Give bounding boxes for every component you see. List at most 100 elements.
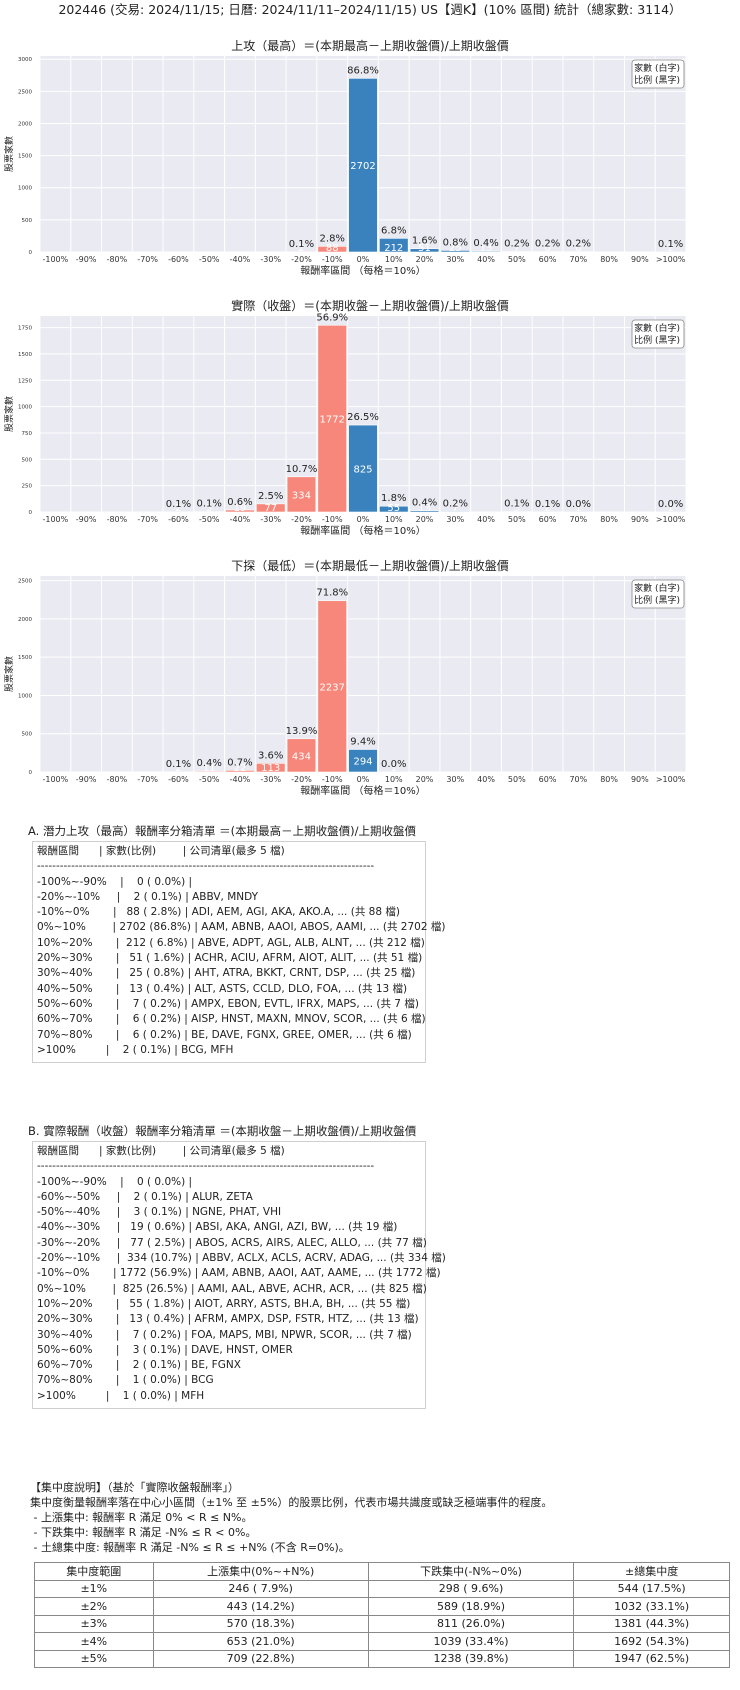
bar-percent-label: 3.6%: [258, 750, 283, 761]
list-b-header-row: 報酬區間 | 家數(比例) | 公司清單(最多 5 檔): [37, 1145, 285, 1157]
bar-percent-label: 0.6%: [227, 497, 252, 508]
bar: [409, 248, 440, 253]
bar-percent-label: 0.1%: [196, 499, 221, 510]
list-a-row: -100%~-90% | 0 ( 0.0%) |: [37, 875, 193, 888]
x-tick-label: 70%: [569, 775, 587, 784]
table-cell: 298 ( 9.6%): [367, 1579, 575, 1598]
bar-percent-label: 86.8%: [347, 65, 379, 76]
list-b-row: -40%~-30% | 19 ( 0.6%) | ABSI, AKA, ANGI…: [37, 1221, 398, 1234]
x-tick-label: -50%: [199, 255, 220, 264]
y-tick-label: 1500: [18, 655, 32, 661]
bar-count-label: 1: [667, 503, 673, 514]
x-tick-label: -60%: [168, 515, 189, 524]
x-tick-label: 80%: [600, 775, 618, 784]
table-cell: 246 ( 7.9%): [152, 1579, 369, 1598]
bar-percent-label: 0.0%: [381, 759, 406, 770]
x-tick-label: >100%: [656, 515, 686, 524]
x-tick-label: -50%: [199, 775, 220, 784]
bar-count-label: 2: [544, 503, 550, 514]
chart-legend: 家數 (白字)比例 (黑字): [631, 579, 685, 609]
x-axis-label: 報酬率區間 （每格＝10%）: [300, 264, 425, 277]
bar-count-label: 19: [234, 503, 247, 514]
list-a-row: >100% | 2 ( 0.1%) | BCG, MFH: [37, 1043, 234, 1056]
x-tick-label: -80%: [107, 515, 128, 524]
list-a-row: 0%~10% | 2702 (86.8%) | AAM, ABNB, AAOI,…: [37, 921, 446, 934]
bar: [317, 324, 347, 513]
x-tick-label: 20%: [416, 775, 434, 784]
list-b-row: 50%~60% | 3 ( 0.1%) | DAVE, HNST, OMER: [37, 1343, 293, 1356]
x-tick-label: -50%: [199, 515, 220, 524]
table-header-cell: 集中度範圍: [34, 1562, 154, 1581]
x-tick-label: 60%: [539, 255, 557, 264]
x-tick-label: 30%: [446, 775, 464, 784]
x-tick-label: -60%: [168, 775, 189, 784]
chart-legend: 家數 (白字)比例 (黑字): [631, 59, 685, 89]
concentration-note: - 土總集中度: 報酬率 R 滿足 -N% ≤ R ≤ +N% (不含 R=0%…: [30, 1541, 350, 1554]
list-a-header-row: 報酬區間 | 家數(比例) | 公司清單(最多 5 檔): [37, 845, 285, 857]
chart-low-svg: 下探（最低）＝(本期最低－上期收盤價)/上期收盤價 0 500 1000 1500 200…: [3, 559, 687, 797]
bar-count-label: 1772: [320, 415, 345, 426]
plot-area: [40, 576, 686, 772]
bar-percent-label: 26.5%: [347, 412, 379, 423]
x-axis-label: 報酬率區間 （每格＝10%）: [300, 524, 425, 537]
list-b-row: -50%~-40% | 3 ( 0.1%) | NGNE, PHAT, VHI: [37, 1206, 282, 1219]
chart-close: 實際（收盤）＝(本期收盤－上期收盤價)/上期收盤價 0 250 500 750 1000 1…: [0, 296, 740, 546]
table-row: ±2% 443 (14.2%) 589 (18.9%) 1032 (33.1%): [34, 1597, 730, 1616]
list-b-row: 30%~40% | 7 ( 0.2%) | FOA, MAPS, MBI, NP…: [37, 1328, 412, 1341]
bar-percent-label: 2.5%: [258, 491, 283, 502]
x-tick-label: -10%: [322, 515, 343, 524]
list-a-row: 70%~80% | 6 ( 0.2%) | BE, DAVE, FGNX, GR…: [37, 1028, 412, 1041]
list-a-heading: A. 潛力上攻（最高）報酬率分箱清單 ＝(本期最高－上期收盤價)/上期收盤價: [28, 824, 416, 838]
bar: [409, 510, 440, 513]
legend-entry: 比例 (黑字): [634, 74, 680, 86]
list-b-row: -60%~-50% | 2 ( 0.1%) | ALUR, ZETA: [37, 1190, 253, 1203]
page-title: 202446 (交易: 2024/11/15; 日曆: 2024/11/11–2…: [58, 2, 682, 17]
bar-count-label: 13: [418, 503, 431, 514]
list-b-section: B. 實際報酬（收盤）報酬率分箱清單 ＝(本期收盤－上期收盤價)/上期收盤價 報…: [28, 1124, 448, 1410]
x-tick-label: 10%: [385, 775, 403, 784]
y-axis-label: 股票家數: [3, 396, 15, 432]
bar-count-label: 1: [575, 503, 581, 514]
legend-entry: 家數 (白字): [634, 582, 680, 594]
table-cell: 1032 (33.1%): [573, 1597, 730, 1616]
bar-percent-label: 1.6%: [412, 236, 437, 247]
y-tick-label: 500: [22, 732, 33, 738]
x-tick-label: -20%: [291, 775, 312, 784]
concentration-table-header: 集中度範圍 上漲集中(0%~+N%) 下跌集中(-N%~0%) ±總集中度: [34, 1562, 730, 1581]
x-tick-label: 60%: [539, 515, 557, 524]
y-tick-label: 250: [22, 484, 33, 490]
bar: [471, 250, 501, 253]
legend-box: [631, 59, 685, 89]
bar: [225, 770, 255, 773]
bar-percent-label: 9.4%: [350, 736, 375, 747]
x-tick-label: -30%: [260, 255, 281, 264]
bar-percent-label: 0.1%: [535, 499, 560, 510]
bar: [256, 503, 286, 513]
bar-percent-label: 0.2%: [566, 239, 591, 250]
bar-count-label: 2: [175, 503, 181, 514]
bar-count-label: 294: [353, 757, 372, 768]
bar-count-label: 22: [234, 763, 247, 774]
list-b-row: 20%~30% | 13 ( 0.4%) | AFRM, AMPX, DSP, …: [37, 1313, 419, 1326]
bar: [317, 600, 347, 773]
list-b-row: -100%~-90% | 0 ( 0.0%) |: [37, 1175, 193, 1188]
x-tick-label: 10%: [385, 515, 403, 524]
table-cell: 1238 (39.8%): [367, 1649, 575, 1668]
concentration-heading: 【集中度說明】（基於「實際收盤報酬率」）: [30, 1481, 239, 1494]
list-a-row: 20%~30% | 51 ( 1.6%) | ACHR, ACIU, AFRM,…: [37, 952, 423, 965]
x-tick-label: 50%: [508, 775, 526, 784]
y-tick-label: 0: [29, 510, 33, 516]
x-tick-label: -20%: [291, 515, 312, 524]
y-tick-label: 2000: [18, 617, 32, 623]
y-tick-label: 1250: [18, 378, 32, 384]
chart-title: 下探（最低）＝(本期最低－上期收盤價)/上期收盤價: [231, 559, 508, 573]
x-tick-label: -90%: [76, 515, 97, 524]
bar-count-label: 7: [514, 243, 520, 254]
table-row: ±3% 570 (18.3%) 811 (26.0%) 1381 (44.3%): [34, 1614, 730, 1633]
y-tick-label: 1000: [18, 693, 32, 699]
x-tick-label: 0%: [357, 255, 370, 264]
x-tick-label: 50%: [508, 515, 526, 524]
bar: [440, 250, 470, 253]
x-tick-label: 30%: [446, 515, 464, 524]
bar: [379, 238, 409, 253]
